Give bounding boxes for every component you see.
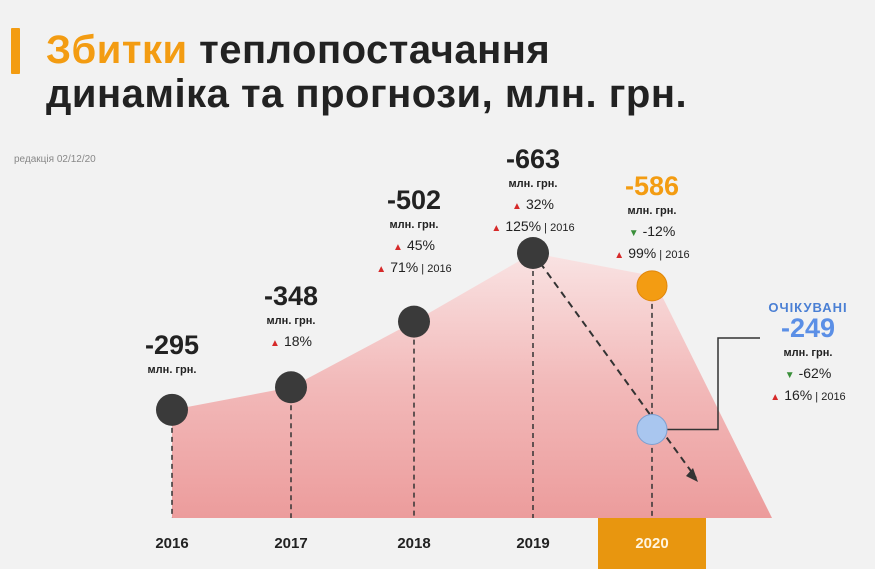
- data-label-2018: -502 млн. грн. ▲ 45% ▲ 71% | 2016: [344, 185, 484, 276]
- data-label-2019-change-1: ▲ 125% | 2016: [463, 218, 603, 234]
- change-value: -62%: [798, 365, 832, 381]
- title-accent-bar: [11, 28, 20, 74]
- expected-unit: млн. грн.: [783, 347, 833, 359]
- change-value: 71%: [390, 259, 419, 275]
- data-label-2019: -663 млн. грн. ▲ 32% ▲ 125% | 2016: [463, 144, 603, 235]
- data-label-2017-change-0: ▲ 18%: [221, 333, 361, 349]
- change-baseline: | 2016: [418, 263, 452, 275]
- change-baseline: | 2016: [656, 249, 690, 261]
- data-label-2018-change-0: ▲ 45%: [344, 237, 484, 253]
- change-value: 99%: [628, 245, 657, 261]
- x-tick-2018: 2018: [397, 535, 431, 552]
- chart-title-line-1: Збитки теплопостачання: [46, 30, 550, 70]
- chart-title-line-2: динаміка та прогнози, млн. грн.: [46, 72, 688, 116]
- change-value: -12%: [642, 223, 676, 239]
- data-point-2019: [517, 237, 549, 269]
- down-arrow-icon: ▼: [784, 370, 795, 381]
- change-value: 45%: [406, 237, 435, 253]
- data-point-2020: [636, 270, 668, 302]
- change-value: 16%: [784, 387, 813, 403]
- value-label: -348: [263, 281, 319, 311]
- up-arrow-icon: ▲: [270, 338, 280, 349]
- trend-arrow-head: [686, 468, 698, 482]
- x-tick-2016: 2016: [155, 535, 189, 552]
- x-tick-2019: 2019: [516, 535, 550, 552]
- data-label-2018-change-1: ▲ 71% | 2016: [344, 259, 484, 275]
- value-label: -586: [624, 171, 680, 201]
- unit-label: млн. грн.: [266, 315, 316, 327]
- up-arrow-icon: ▲: [512, 201, 522, 212]
- down-arrow-icon: ▼: [628, 228, 639, 239]
- change-value: 125%: [505, 218, 542, 234]
- data-point-2017: [275, 371, 307, 404]
- up-arrow-icon: ▲: [393, 242, 403, 253]
- unit-label: млн. грн.: [147, 364, 197, 376]
- unit-label: млн. грн.: [389, 219, 439, 231]
- change-baseline: | 2016: [541, 222, 575, 234]
- value-label: -663: [505, 144, 561, 174]
- data-label-2020: -586 млн. грн. ▼ -12% ▲ 99% | 2016: [582, 171, 722, 262]
- value-label: -295: [144, 330, 200, 360]
- expected-change-0: ▼ -62%: [748, 365, 868, 381]
- expected-label: ОЧІКУВАНІ -249 млн. грн. ▼ -62% ▲ 16% | 2016: [748, 300, 868, 403]
- x-tick-2017: 2017: [274, 535, 308, 552]
- expected-change-1: ▲ 16% | 2016: [748, 387, 868, 403]
- title-rest: теплопостачання: [187, 28, 551, 72]
- year-highlight-2020: [598, 518, 706, 569]
- change-baseline: | 2016: [812, 391, 846, 403]
- edition-note: редакція 02/12/20: [14, 154, 96, 165]
- change-value: 32%: [525, 196, 554, 212]
- expected-tag: ОЧІКУВАНІ: [768, 300, 848, 315]
- data-label-2017: -348 млн. грн. ▲ 18%: [221, 281, 361, 350]
- data-label-2020-change-1: ▲ 99% | 2016: [582, 245, 722, 261]
- up-arrow-icon: ▲: [770, 392, 781, 403]
- unit-label: млн. грн.: [627, 205, 677, 217]
- expected-connector: [666, 337, 760, 431]
- area-fill: [172, 253, 772, 518]
- unit-label: млн. грн.: [508, 178, 558, 190]
- x-tick-2020: 2020: [635, 535, 669, 552]
- data-label-2019-change-0: ▲ 32%: [463, 196, 603, 212]
- data-point-2016: [156, 393, 188, 426]
- expected-point-2020: [636, 413, 668, 445]
- trend-arrow-line: [532, 252, 697, 479]
- up-arrow-icon: ▲: [491, 223, 502, 234]
- data-label-2016: -295 млн. грн.: [102, 330, 242, 377]
- up-arrow-icon: ▲: [614, 250, 625, 261]
- up-arrow-icon: ▲: [376, 264, 387, 275]
- title-accent-word: Збитки: [46, 28, 188, 72]
- data-point-2018: [398, 305, 430, 338]
- value-label: -502: [386, 185, 442, 215]
- data-label-2020-change-0: ▼ -12%: [582, 223, 722, 239]
- change-value: 18%: [283, 333, 312, 349]
- expected-value: -249: [780, 313, 836, 343]
